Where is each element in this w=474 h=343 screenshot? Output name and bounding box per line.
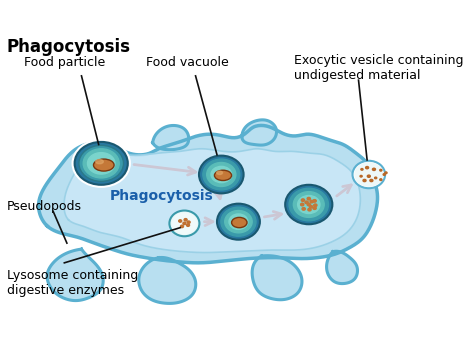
- Ellipse shape: [374, 177, 377, 179]
- Ellipse shape: [307, 203, 310, 206]
- Polygon shape: [327, 251, 357, 284]
- Ellipse shape: [370, 179, 373, 182]
- Ellipse shape: [365, 166, 369, 169]
- Ellipse shape: [93, 159, 114, 171]
- Ellipse shape: [79, 145, 124, 181]
- Ellipse shape: [229, 214, 248, 229]
- Ellipse shape: [314, 204, 317, 206]
- Polygon shape: [153, 126, 189, 150]
- Ellipse shape: [73, 140, 129, 187]
- Ellipse shape: [353, 161, 385, 188]
- Polygon shape: [242, 120, 276, 145]
- Text: Food vacuole: Food vacuole: [146, 56, 228, 69]
- Ellipse shape: [298, 196, 320, 214]
- Ellipse shape: [214, 170, 232, 180]
- Text: Food particle: Food particle: [24, 56, 105, 69]
- Ellipse shape: [313, 207, 316, 210]
- Text: Pseudopods: Pseudopods: [7, 200, 82, 213]
- Ellipse shape: [380, 169, 382, 171]
- Ellipse shape: [83, 149, 119, 178]
- Polygon shape: [64, 149, 360, 252]
- Ellipse shape: [96, 159, 103, 164]
- Ellipse shape: [305, 201, 308, 204]
- Ellipse shape: [203, 159, 240, 190]
- Ellipse shape: [380, 179, 382, 180]
- Ellipse shape: [225, 211, 252, 233]
- Ellipse shape: [169, 211, 200, 236]
- Ellipse shape: [313, 200, 316, 202]
- Ellipse shape: [199, 156, 244, 193]
- Polygon shape: [47, 249, 103, 300]
- Ellipse shape: [302, 208, 305, 210]
- Ellipse shape: [310, 205, 312, 208]
- Ellipse shape: [232, 217, 247, 228]
- Ellipse shape: [181, 225, 183, 228]
- Ellipse shape: [373, 168, 375, 170]
- Text: Exocytic vesicle containing
undigested material: Exocytic vesicle containing undigested m…: [294, 55, 464, 82]
- Text: Phagocytosis: Phagocytosis: [109, 189, 213, 203]
- Ellipse shape: [385, 172, 387, 174]
- Ellipse shape: [301, 199, 305, 201]
- Ellipse shape: [310, 200, 313, 203]
- Ellipse shape: [360, 175, 362, 177]
- Ellipse shape: [179, 220, 182, 222]
- Ellipse shape: [307, 198, 310, 200]
- Ellipse shape: [207, 163, 236, 187]
- Ellipse shape: [217, 171, 223, 175]
- Ellipse shape: [187, 221, 190, 223]
- Ellipse shape: [363, 179, 366, 182]
- Ellipse shape: [308, 208, 311, 211]
- Ellipse shape: [88, 153, 115, 174]
- Ellipse shape: [183, 222, 186, 225]
- Ellipse shape: [289, 188, 328, 221]
- Ellipse shape: [361, 168, 363, 170]
- Ellipse shape: [221, 207, 256, 236]
- Text: Phagocytosis: Phagocytosis: [7, 38, 131, 56]
- Ellipse shape: [184, 218, 187, 221]
- Ellipse shape: [355, 163, 383, 186]
- Ellipse shape: [285, 185, 332, 224]
- Ellipse shape: [217, 204, 260, 240]
- Ellipse shape: [186, 224, 190, 226]
- Ellipse shape: [211, 166, 232, 183]
- Polygon shape: [252, 256, 302, 300]
- Ellipse shape: [74, 142, 128, 185]
- Text: Lysosome containing
digestive enzymes: Lysosome containing digestive enzymes: [7, 269, 138, 297]
- Polygon shape: [139, 258, 196, 304]
- Polygon shape: [38, 126, 377, 263]
- Ellipse shape: [383, 174, 385, 175]
- Ellipse shape: [367, 175, 370, 177]
- Ellipse shape: [173, 213, 196, 234]
- Ellipse shape: [301, 203, 304, 206]
- Ellipse shape: [293, 192, 324, 217]
